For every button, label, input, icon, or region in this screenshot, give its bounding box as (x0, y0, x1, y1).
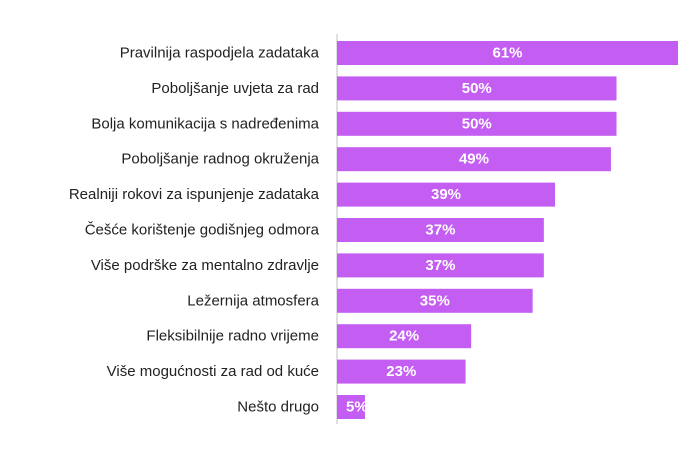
category-labels: Pravilnija raspodjela zadataka Poboljšanj… (69, 45, 320, 416)
bars-layer (337, 41, 678, 419)
category-label: Više mogućnosti za rad od kuće (107, 363, 319, 380)
bar (337, 324, 472, 349)
category-label: Poboljšanje radnog okruženja (121, 151, 319, 168)
bar (337, 218, 544, 242)
value-label: 23% (386, 363, 416, 380)
value-label: 24% (389, 328, 419, 345)
value-label: 50% (462, 115, 492, 132)
bar (337, 41, 678, 65)
bar (337, 111, 617, 136)
category-label: Realniji rokovi za ispunjenje zadataka (69, 186, 320, 203)
category-label: Pravilnija raspodjela zadataka (120, 45, 320, 62)
category-label: Češće korištenje godišnjeg odmora (85, 222, 320, 239)
value-label: 37% (425, 222, 455, 239)
bar (337, 395, 365, 419)
category-label: Poboljšanje uvjeta za rad (151, 80, 319, 97)
value-label: 49% (459, 151, 489, 168)
bar (337, 359, 466, 384)
bar (337, 288, 533, 313)
bar (337, 76, 617, 101)
category-label: Više podrške za mentalno zdravlje (91, 257, 319, 274)
category-label: Ležernija atmosfera (187, 292, 319, 309)
value-label: 37% (425, 257, 455, 274)
value-label: 5% (346, 399, 368, 416)
bar (337, 147, 611, 172)
category-label: Nešto drugo (237, 399, 319, 416)
category-label: Fleksibilnije radno vrijeme (146, 328, 319, 345)
bar (337, 182, 556, 207)
bar (337, 253, 544, 278)
value-label: 39% (431, 186, 461, 203)
category-label: Bolja komunikacija s nadređenima (91, 115, 319, 132)
value-label: 50% (462, 80, 492, 97)
value-label: 61% (492, 45, 522, 62)
value-label: 35% (420, 292, 450, 309)
value-labels: 61% 50% 50% 49% 39% 37% 37% 35% 24% 23% 5% (346, 45, 523, 416)
